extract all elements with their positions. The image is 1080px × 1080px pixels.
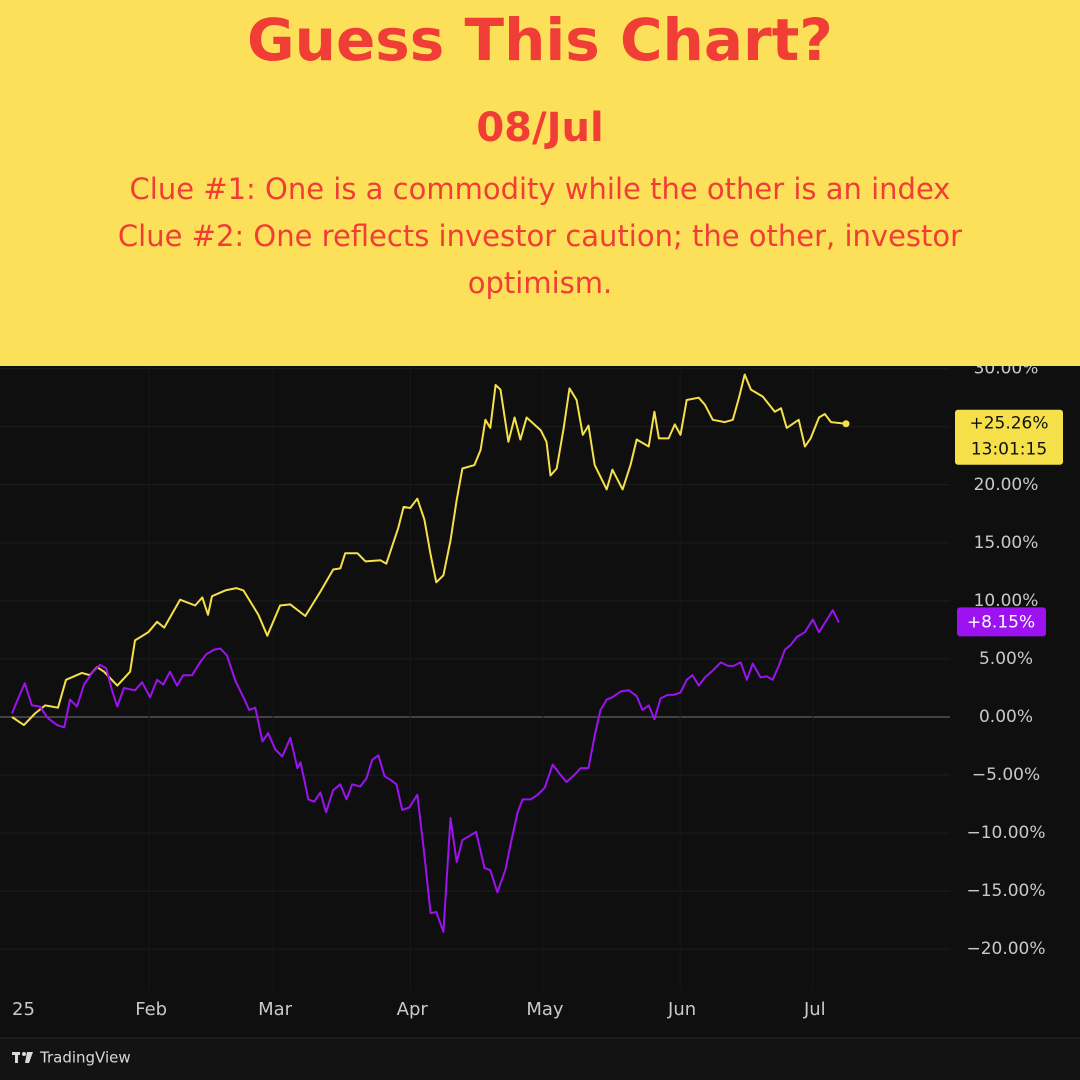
series-line	[11, 373, 847, 727]
x-tick-label: Feb	[135, 999, 167, 1020]
end-dot	[842, 420, 850, 428]
y-tick-label: 20.00%	[974, 475, 1039, 495]
x-tick-label: Apr	[397, 999, 429, 1020]
title: Guess This Chart?	[247, 6, 833, 74]
clues: Clue #1: One is a commodity while the ot…	[0, 166, 1080, 307]
y-tick-label: 0.00%	[979, 707, 1033, 727]
y-tick-label: −10.00%	[966, 823, 1045, 843]
logo-part	[15, 1052, 18, 1063]
y-tick-label: −20.00%	[966, 939, 1045, 959]
last-value-label: +8.15%	[967, 612, 1035, 632]
clue: Clue #1: One is a commodity while the ot…	[129, 172, 951, 206]
x-tick-label: Jun	[667, 999, 696, 1020]
x-tick-label: 25	[12, 999, 35, 1020]
y-tick-label: 10.00%	[974, 591, 1039, 611]
last-value-label: +25.26%	[969, 414, 1048, 434]
logo-part	[25, 1052, 33, 1063]
last-value-box	[955, 409, 1063, 465]
last-value-box	[957, 607, 1046, 637]
y-tick-label: 5.00%	[979, 649, 1033, 669]
date: 08/Jul	[476, 105, 604, 151]
x-tick-label: Jul	[803, 999, 826, 1020]
tradingview-logo	[12, 1052, 33, 1063]
footer-background	[0, 1039, 1080, 1080]
x-tick-label: Mar	[258, 999, 293, 1020]
series-line	[11, 609, 840, 933]
header: Guess This Chart? 08/Jul Clue #1: One is…	[0, 0, 1080, 366]
y-tick-label: −5.00%	[972, 765, 1040, 785]
y-tick-label: 15.00%	[974, 533, 1039, 553]
time-label: 13:01:15	[971, 440, 1047, 460]
clue: Clue #2: One reflects investor caution; …	[117, 219, 963, 300]
footer-brand: TradingView	[39, 1049, 131, 1067]
x-tick-label: May	[526, 999, 564, 1020]
logo-part	[22, 1052, 26, 1056]
y-tick-label: −15.00%	[966, 881, 1045, 901]
